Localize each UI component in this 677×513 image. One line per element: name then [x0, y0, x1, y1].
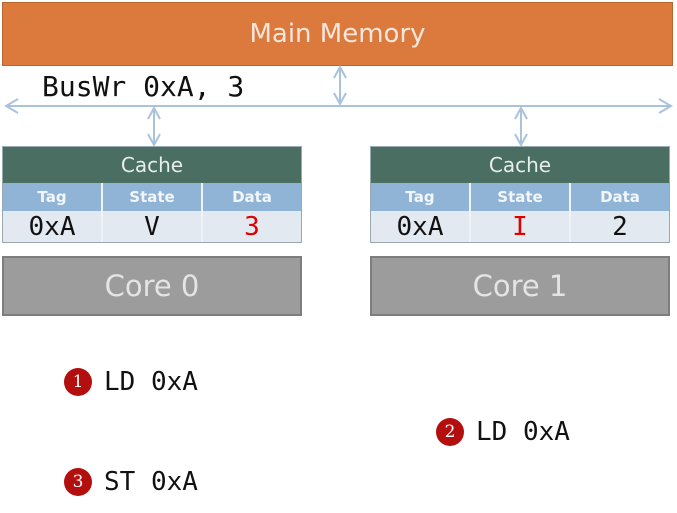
step-1: 1 LD 0xA: [64, 367, 198, 397]
col-data: Data: [203, 183, 301, 211]
cache-title: Cache: [371, 147, 669, 183]
core-0: Core 0: [2, 256, 302, 316]
cache-line: 0xA V 3: [3, 211, 301, 242]
tag-value: 0xA: [371, 211, 471, 242]
bus-left-arrowhead: [4, 98, 19, 114]
data-value: 3: [203, 211, 301, 242]
col-data: Data: [571, 183, 669, 211]
instruction: LD 0xA: [476, 417, 570, 447]
core-1: Core 1: [370, 256, 670, 316]
step-number-badge: 2: [436, 418, 464, 446]
step-2: 2 LD 0xA: [436, 417, 570, 447]
col-tag: Tag: [371, 183, 471, 211]
state-value: I: [471, 211, 571, 242]
data-value: 2: [571, 211, 669, 242]
main-memory: Main Memory: [2, 2, 673, 66]
col-tag: Tag: [3, 183, 103, 211]
col-state: State: [471, 183, 571, 211]
tag-value: 0xA: [3, 211, 103, 242]
cache-line: 0xA I 2: [371, 211, 669, 242]
col-state: State: [103, 183, 203, 211]
state-value: V: [103, 211, 203, 242]
step-number-badge: 1: [64, 368, 92, 396]
step-number-badge: 3: [64, 468, 92, 496]
bus-transaction-label: BusWr 0xA, 3: [42, 70, 245, 103]
step-3: 3 ST 0xA: [64, 467, 198, 497]
cache-title: Cache: [3, 147, 301, 183]
instruction: LD 0xA: [104, 367, 198, 397]
bus-right-arrowhead: [658, 98, 673, 114]
cache-core-1: Cache Tag State Data 0xA I 2: [370, 146, 670, 243]
instruction: ST 0xA: [104, 467, 198, 497]
cache-core-0: Cache Tag State Data 0xA V 3: [2, 146, 302, 243]
bus-lines: [4, 64, 673, 148]
